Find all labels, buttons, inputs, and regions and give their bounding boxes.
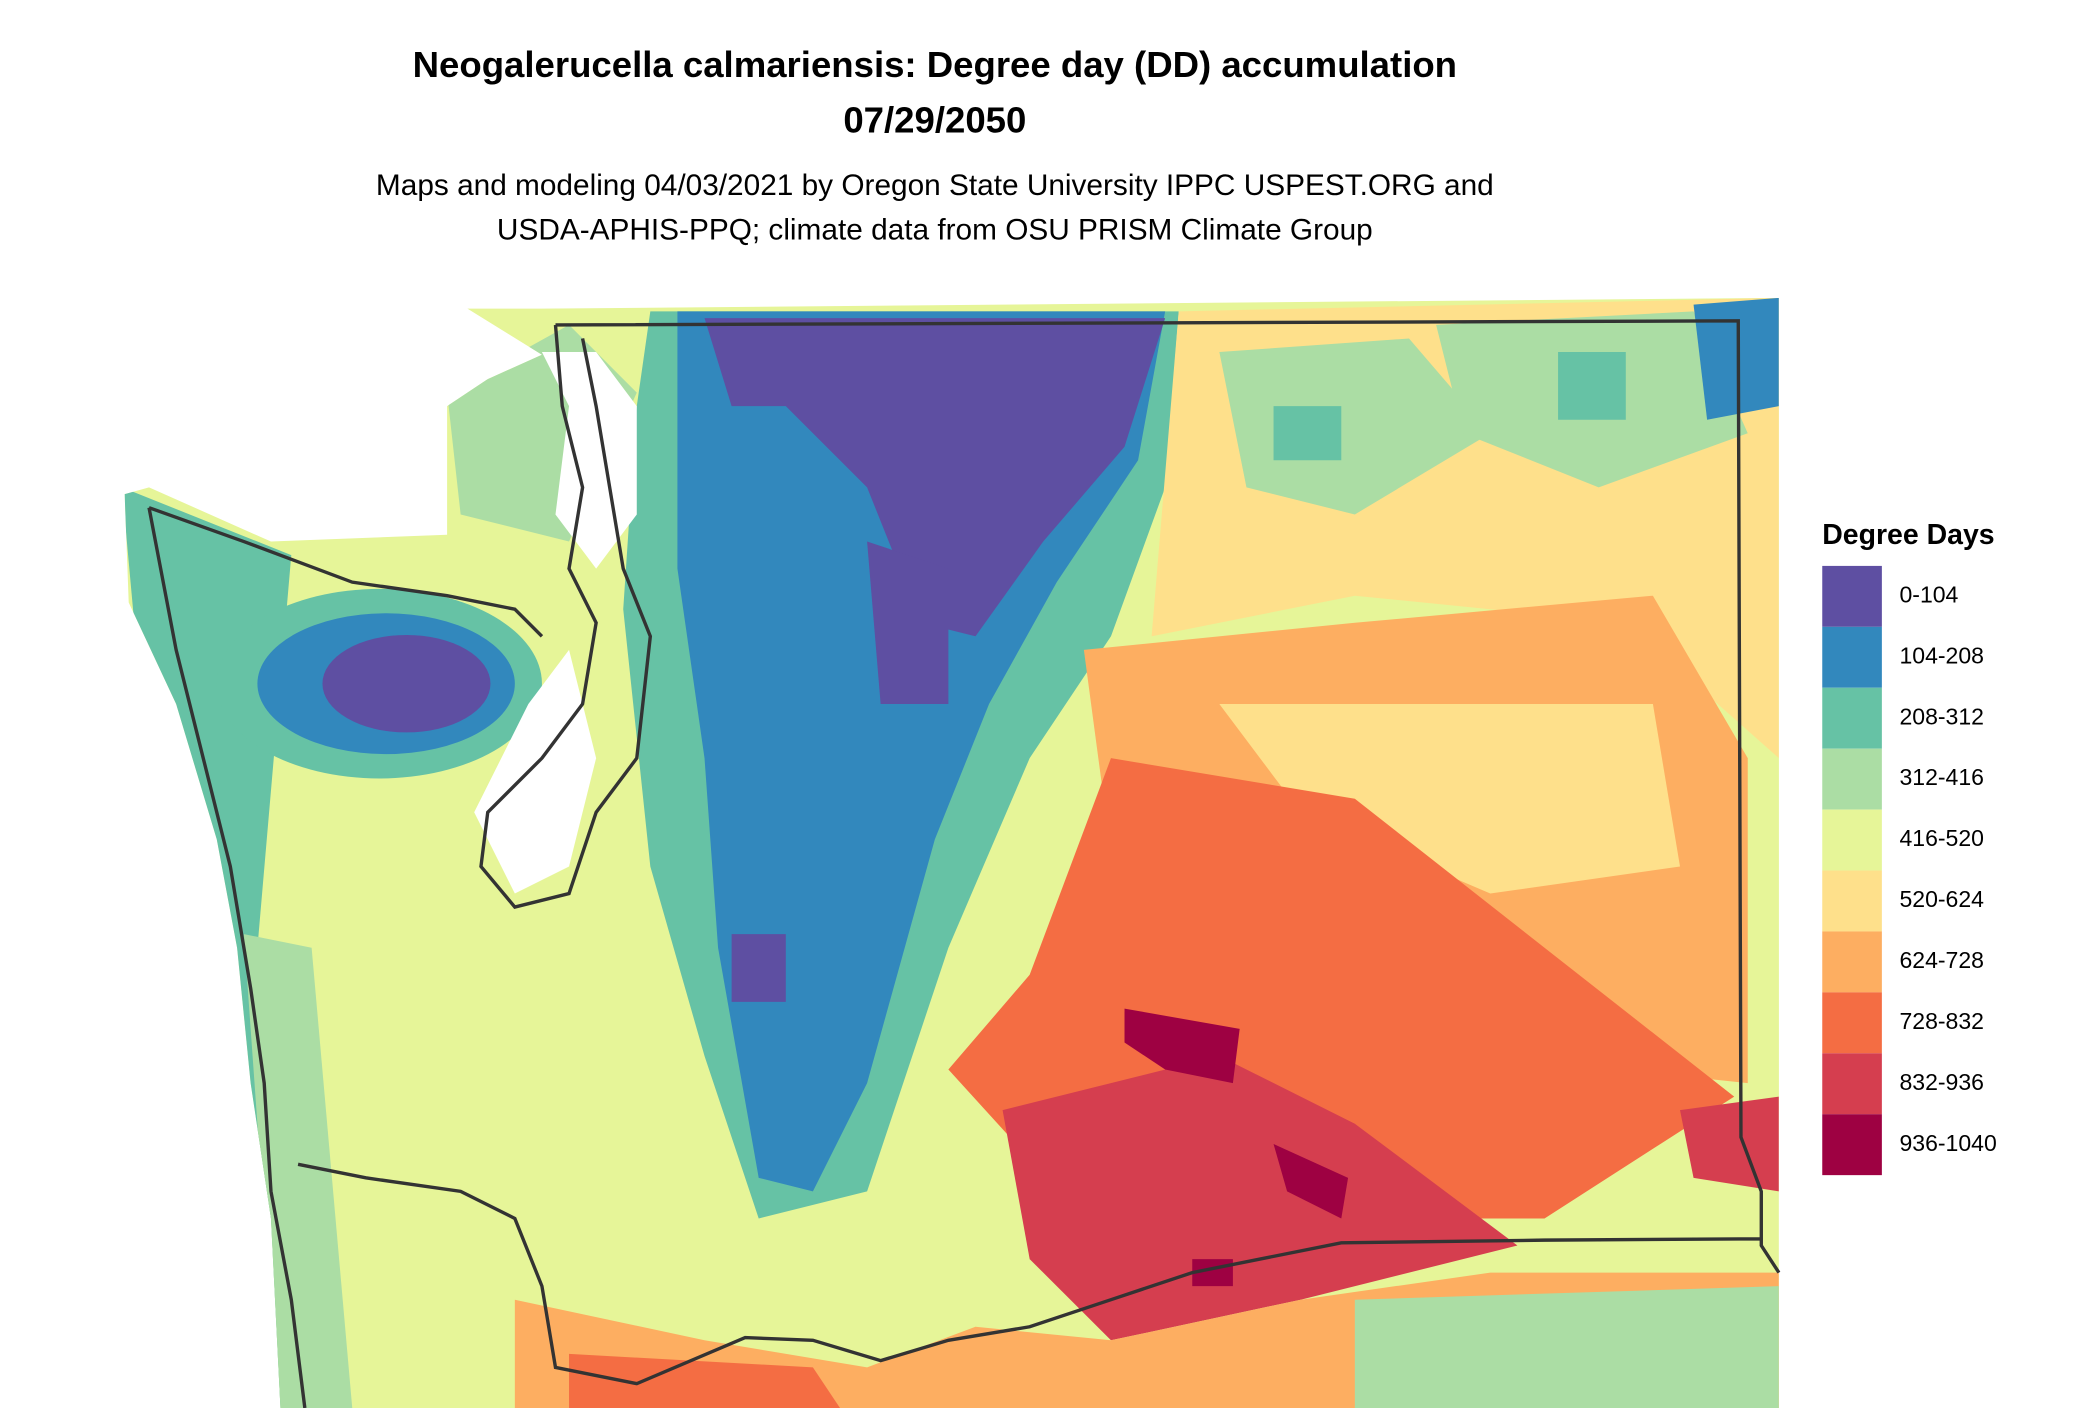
legend-swatch	[1822, 992, 1882, 1054]
legend-swatch	[1822, 931, 1882, 993]
title: 07/29/2050	[843, 100, 1026, 141]
map-raster	[124, 297, 1779, 1408]
legend-label: 104-208	[1899, 642, 1983, 668]
legend-label: 0-104	[1899, 581, 1958, 607]
legend-swatch	[1822, 626, 1882, 688]
state-border	[147, 319, 1781, 1408]
legend-label: 936-1040	[1899, 1130, 1996, 1156]
legend-title: Degree Days	[1822, 519, 1994, 551]
legend-label: 624-728	[1899, 947, 1983, 973]
legend-swatch	[1822, 1114, 1882, 1176]
legend-label: 520-624	[1899, 886, 1984, 912]
legend-swatch	[1822, 809, 1882, 871]
legend-label: 312-416	[1899, 764, 1983, 790]
subtitle: USDA-APHIS-PPQ; climate data from OSU PR…	[497, 214, 1373, 247]
legend-label: 832-936	[1899, 1069, 1983, 1095]
legend-label: 208-312	[1899, 703, 1983, 729]
legend: 0-104 104-208 208-312 312-416 416-520 520-624…	[1822, 565, 1997, 1176]
legend-swatch	[1822, 748, 1882, 810]
legend-label: 728-832	[1899, 1008, 1983, 1034]
title: Neogalerucella calmariensis: Degree day …	[413, 44, 1457, 85]
legend-swatch	[1822, 687, 1882, 749]
subtitle: Maps and modeling 04/03/2021 by Oregon S…	[376, 169, 1494, 202]
legend-swatch	[1822, 565, 1882, 627]
legend-label: 416-520	[1899, 825, 1983, 851]
legend-swatch	[1822, 1053, 1882, 1115]
legend-swatch	[1822, 870, 1882, 932]
